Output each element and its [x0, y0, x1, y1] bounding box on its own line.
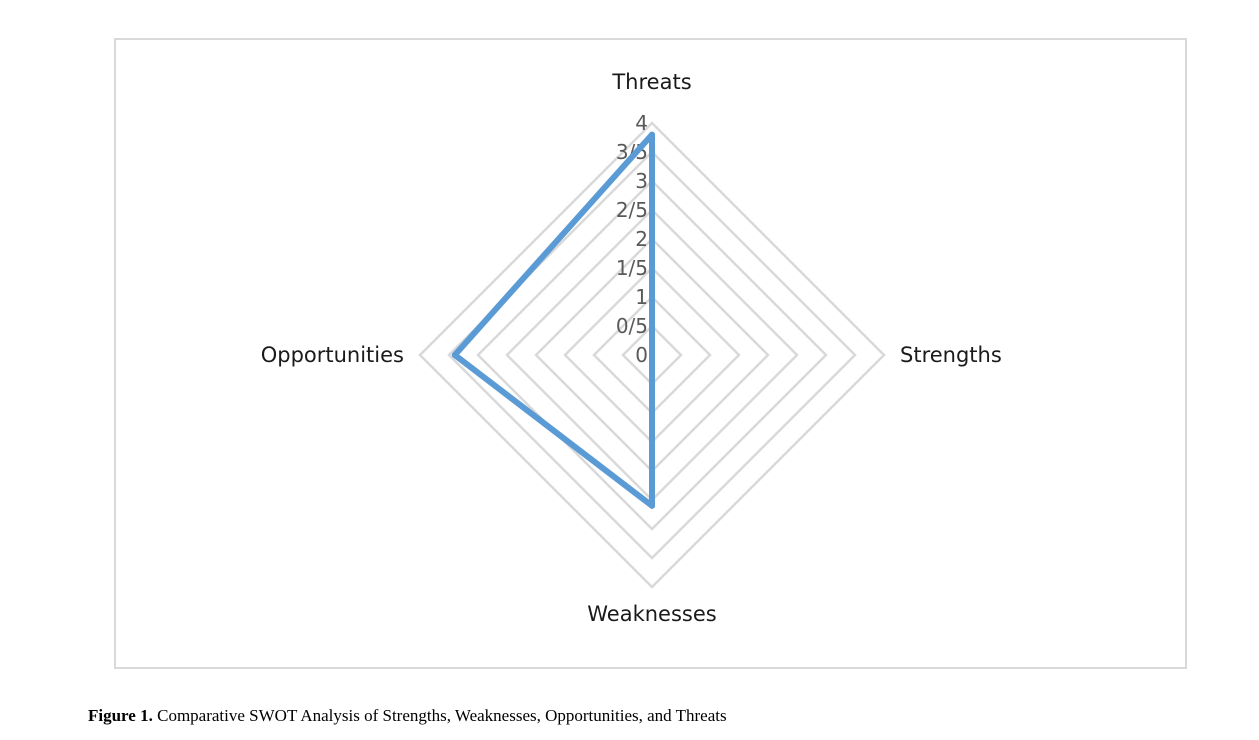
series-point-threats	[649, 131, 655, 138]
axis-label-strengths: Strengths	[900, 343, 1002, 367]
figure-caption: Figure 1. Comparative SWOT Analysis of S…	[88, 706, 727, 726]
tick-label-8: 4	[635, 111, 648, 135]
series-layer	[451, 131, 655, 509]
series-point-strengths	[649, 352, 655, 358]
tick-label-4: 2	[635, 227, 648, 251]
tick-label-6: 3	[635, 169, 648, 193]
axis-label-opportunities: Opportunities	[261, 343, 404, 367]
axis-label-layer: Threats Strengths Weaknesses Opportunities	[261, 70, 1002, 626]
figure-caption-text: Comparative SWOT Analysis of Strengths, …	[152, 706, 727, 725]
axis-label-weaknesses: Weaknesses	[587, 602, 716, 626]
tick-label-5: 2/5	[616, 198, 648, 222]
tick-label-3: 1/5	[616, 256, 648, 280]
series-point-weaknesses	[649, 502, 655, 509]
tick-label-1: 0/5	[616, 314, 648, 338]
tick-label-0: 0	[635, 343, 648, 367]
series-point-opportunities	[451, 352, 458, 358]
grid-ring-6	[476, 179, 828, 531]
tick-layer: 00/511/522/533/54	[616, 111, 648, 367]
figure-caption-label: Figure 1.	[88, 706, 153, 725]
tick-label-2: 1	[635, 285, 648, 309]
grid-ring-8	[418, 121, 886, 589]
axis-label-threats: Threats	[611, 70, 691, 94]
